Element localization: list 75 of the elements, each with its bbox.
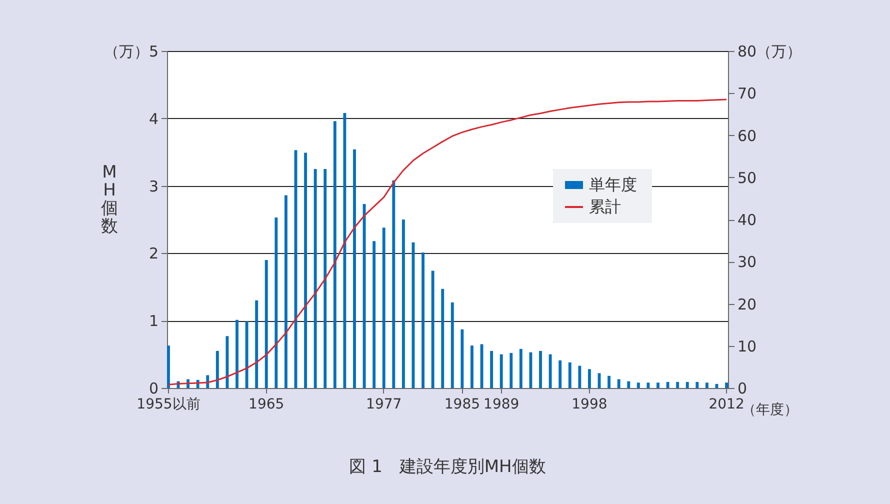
bar bbox=[519, 348, 522, 388]
y-tick-label: 3 bbox=[148, 177, 158, 196]
bar bbox=[343, 113, 346, 388]
bar bbox=[725, 382, 728, 388]
bar bbox=[696, 382, 699, 388]
bar bbox=[431, 270, 434, 388]
bar bbox=[666, 382, 670, 388]
bar bbox=[353, 149, 356, 388]
bar bbox=[382, 228, 386, 388]
x-tick-label: 1989 bbox=[484, 396, 520, 412]
bar bbox=[372, 241, 376, 388]
bar bbox=[568, 362, 572, 388]
bar bbox=[392, 180, 396, 388]
bar bbox=[627, 381, 630, 388]
bar bbox=[578, 366, 582, 388]
bar bbox=[441, 288, 444, 388]
legend-label: 単年度 bbox=[589, 175, 637, 194]
y-tick-label: 4 bbox=[148, 110, 158, 128]
x-tick-label: 1977 bbox=[366, 396, 402, 412]
y-tick-label: （万）5 bbox=[104, 42, 158, 60]
bar bbox=[216, 350, 219, 388]
bar bbox=[686, 382, 689, 388]
y2-tick-label: 0 bbox=[738, 380, 748, 398]
bar bbox=[470, 346, 474, 388]
x-tick-label: 1955以前 bbox=[136, 396, 200, 412]
bar bbox=[490, 350, 494, 388]
bar bbox=[705, 382, 708, 388]
x-tick-label: 1985 bbox=[444, 396, 480, 412]
bar bbox=[450, 302, 454, 388]
x-tick-label: 1998 bbox=[572, 396, 608, 412]
bar bbox=[617, 379, 620, 388]
y2-tick-label: 50 bbox=[738, 168, 757, 187]
bar bbox=[558, 360, 562, 388]
y-axis-title: MH個数 bbox=[101, 162, 118, 236]
bar bbox=[236, 320, 238, 388]
bar bbox=[333, 121, 336, 388]
x-tick-label: 1965 bbox=[248, 396, 284, 412]
bar bbox=[274, 217, 278, 388]
bar bbox=[608, 376, 611, 388]
bar bbox=[676, 382, 680, 388]
bar bbox=[539, 350, 542, 388]
bar bbox=[284, 195, 288, 388]
y2-tick-label: 10 bbox=[738, 337, 757, 356]
bar bbox=[314, 168, 317, 388]
y2-tick-label: 30 bbox=[738, 253, 757, 272]
line-series bbox=[168, 98, 728, 386]
bar bbox=[324, 168, 327, 388]
y2-tick-label: 20 bbox=[738, 295, 757, 314]
bar bbox=[255, 300, 258, 388]
bar bbox=[500, 354, 503, 388]
y2-tick-label: 60 bbox=[738, 126, 757, 145]
y-tick-label: 1 bbox=[148, 312, 158, 330]
bar bbox=[422, 252, 424, 388]
bar bbox=[548, 354, 552, 388]
bar bbox=[402, 220, 405, 388]
bar bbox=[226, 336, 229, 388]
y2-tick-label: 80（万） bbox=[738, 42, 802, 60]
bar bbox=[264, 260, 268, 388]
x-axis-title: （年度） bbox=[742, 402, 798, 418]
bar bbox=[167, 346, 170, 388]
text: 図 1 建設年度別MH個数 bbox=[349, 457, 546, 477]
y2-tick-label: 40 bbox=[738, 211, 757, 229]
y-tick-label: 2 bbox=[148, 244, 158, 263]
bar bbox=[304, 152, 308, 388]
bar bbox=[460, 329, 464, 388]
y-tick-label: 0 bbox=[148, 380, 158, 398]
legend-label: 累計 bbox=[589, 197, 621, 216]
bar bbox=[510, 352, 513, 388]
bar bbox=[646, 382, 650, 388]
bar bbox=[588, 369, 591, 388]
x-tick-label: 2012 bbox=[708, 396, 744, 412]
bar bbox=[656, 382, 660, 388]
bar bbox=[245, 321, 248, 388]
y2-tick-label: 70 bbox=[738, 84, 757, 103]
bar bbox=[636, 382, 640, 388]
